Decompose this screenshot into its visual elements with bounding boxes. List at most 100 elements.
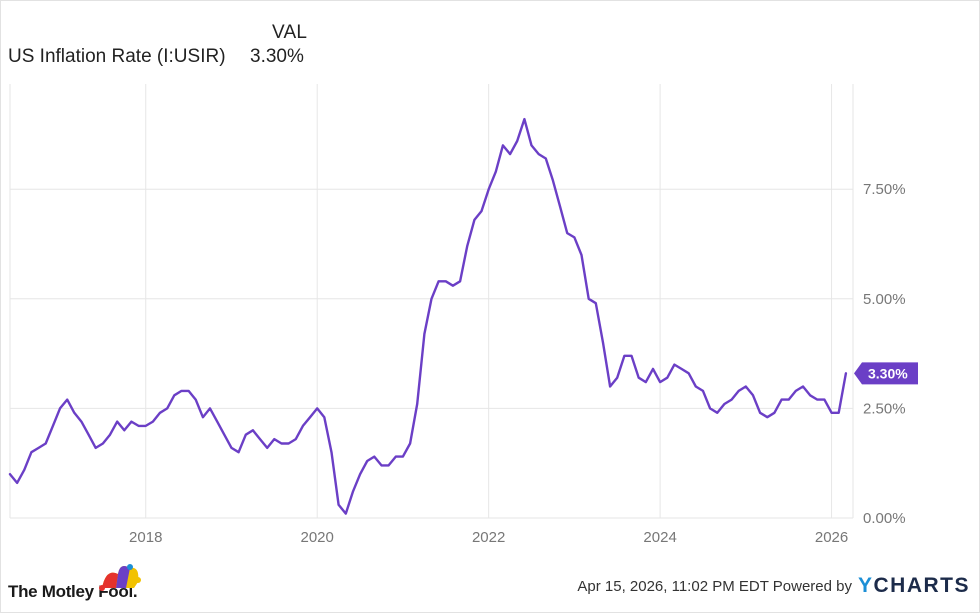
data-point bbox=[766, 416, 768, 418]
data-point bbox=[130, 420, 133, 423]
data-point bbox=[623, 355, 625, 357]
data-point bbox=[838, 412, 840, 414]
x-tick-label: 2020 bbox=[301, 529, 334, 546]
data-point bbox=[459, 280, 461, 282]
data-point bbox=[438, 280, 440, 282]
data-point bbox=[759, 412, 761, 414]
data-point bbox=[395, 456, 397, 458]
data-point bbox=[359, 473, 361, 475]
data-point bbox=[345, 513, 347, 515]
data-point bbox=[673, 363, 675, 366]
data-point bbox=[252, 429, 254, 431]
data-point bbox=[52, 425, 54, 427]
data-point bbox=[795, 390, 797, 392]
data-point bbox=[195, 399, 197, 401]
x-tick-label: 2024 bbox=[643, 529, 676, 546]
data-point bbox=[573, 236, 575, 239]
data-point bbox=[173, 394, 175, 396]
line-chart: 2018 2020 2022 2024 2026 0.00% 2.50% 5.00% 7.50%… bbox=[8, 84, 918, 546]
data-point bbox=[745, 385, 747, 388]
data-point bbox=[409, 442, 411, 445]
data-point bbox=[152, 420, 154, 423]
data-point bbox=[373, 456, 375, 458]
ycharts-logo[interactable]: Y CHARTS bbox=[858, 574, 970, 598]
data-point bbox=[80, 420, 83, 423]
data-point bbox=[416, 403, 418, 405]
data-point bbox=[595, 302, 597, 304]
data-point bbox=[845, 372, 847, 374]
data-point bbox=[388, 464, 390, 466]
data-point bbox=[166, 407, 168, 410]
data-point bbox=[702, 390, 704, 392]
data-point bbox=[366, 460, 368, 462]
x-tick-label: 2022 bbox=[472, 529, 505, 546]
data-point bbox=[116, 420, 118, 423]
ycharts-y-glyph: Y bbox=[857, 574, 874, 597]
data-point bbox=[723, 403, 726, 405]
data-point bbox=[709, 407, 711, 410]
data-point bbox=[95, 447, 97, 449]
y-tick-label: 7.50% bbox=[863, 181, 906, 198]
data-point bbox=[445, 280, 447, 282]
data-point bbox=[37, 447, 40, 449]
data-point bbox=[238, 451, 240, 453]
data-point bbox=[230, 447, 233, 449]
data-point bbox=[402, 456, 404, 458]
data-point bbox=[9, 473, 11, 475]
y-tick-label: 0.00% bbox=[863, 510, 906, 527]
data-point bbox=[316, 407, 318, 410]
data-point bbox=[666, 377, 668, 379]
data-point bbox=[202, 416, 204, 418]
data-point bbox=[830, 412, 833, 414]
data-point bbox=[588, 298, 590, 300]
data-point bbox=[552, 179, 554, 182]
data-point bbox=[302, 425, 304, 427]
data-point bbox=[73, 412, 75, 414]
axis-ticks: 2018 2020 2022 2024 2026 0.00% 2.50% 5.00% 7.50% bbox=[129, 181, 905, 546]
data-point bbox=[59, 407, 61, 410]
data-point bbox=[645, 381, 647, 383]
data-point bbox=[188, 390, 190, 392]
data-point bbox=[380, 464, 383, 466]
data-point bbox=[180, 390, 183, 392]
data-point bbox=[423, 333, 425, 335]
data-point bbox=[609, 385, 611, 388]
data-point bbox=[159, 412, 161, 414]
data-point bbox=[102, 442, 104, 445]
data-point bbox=[773, 412, 776, 414]
data-point bbox=[802, 385, 804, 388]
grid-lines bbox=[9, 84, 854, 519]
data-point bbox=[330, 451, 333, 453]
data-point bbox=[502, 144, 504, 146]
data-point bbox=[87, 434, 90, 436]
data-point bbox=[223, 434, 225, 436]
data-point bbox=[16, 482, 18, 484]
data-point bbox=[630, 355, 633, 357]
motley-fool-logo: The Motley Fool. bbox=[8, 562, 141, 602]
data-point bbox=[509, 153, 511, 155]
data-point bbox=[530, 144, 533, 146]
legend-series-name[interactable]: US Inflation Rate (I:USIR) bbox=[8, 46, 226, 67]
data-point bbox=[137, 425, 140, 427]
data-point bbox=[245, 434, 247, 436]
data-point bbox=[452, 285, 454, 287]
data-point bbox=[209, 407, 211, 410]
data-point bbox=[352, 491, 354, 493]
data-point bbox=[566, 232, 568, 234]
data-point bbox=[23, 469, 25, 471]
data-point bbox=[123, 429, 125, 431]
data-point bbox=[30, 451, 33, 453]
data-point bbox=[659, 381, 661, 383]
data-point bbox=[538, 153, 540, 155]
x-tick-label: 2018 bbox=[129, 529, 162, 546]
legend-column-header: VAL bbox=[272, 22, 308, 43]
data-point bbox=[145, 425, 147, 427]
data-point bbox=[516, 140, 518, 142]
series-layer bbox=[8, 117, 848, 515]
y-tick-label: 2.50% bbox=[863, 400, 906, 417]
current-value-label: 3.30% bbox=[868, 365, 908, 381]
data-point bbox=[823, 399, 826, 401]
data-point bbox=[638, 377, 640, 379]
jester-hat-icon bbox=[99, 564, 141, 591]
